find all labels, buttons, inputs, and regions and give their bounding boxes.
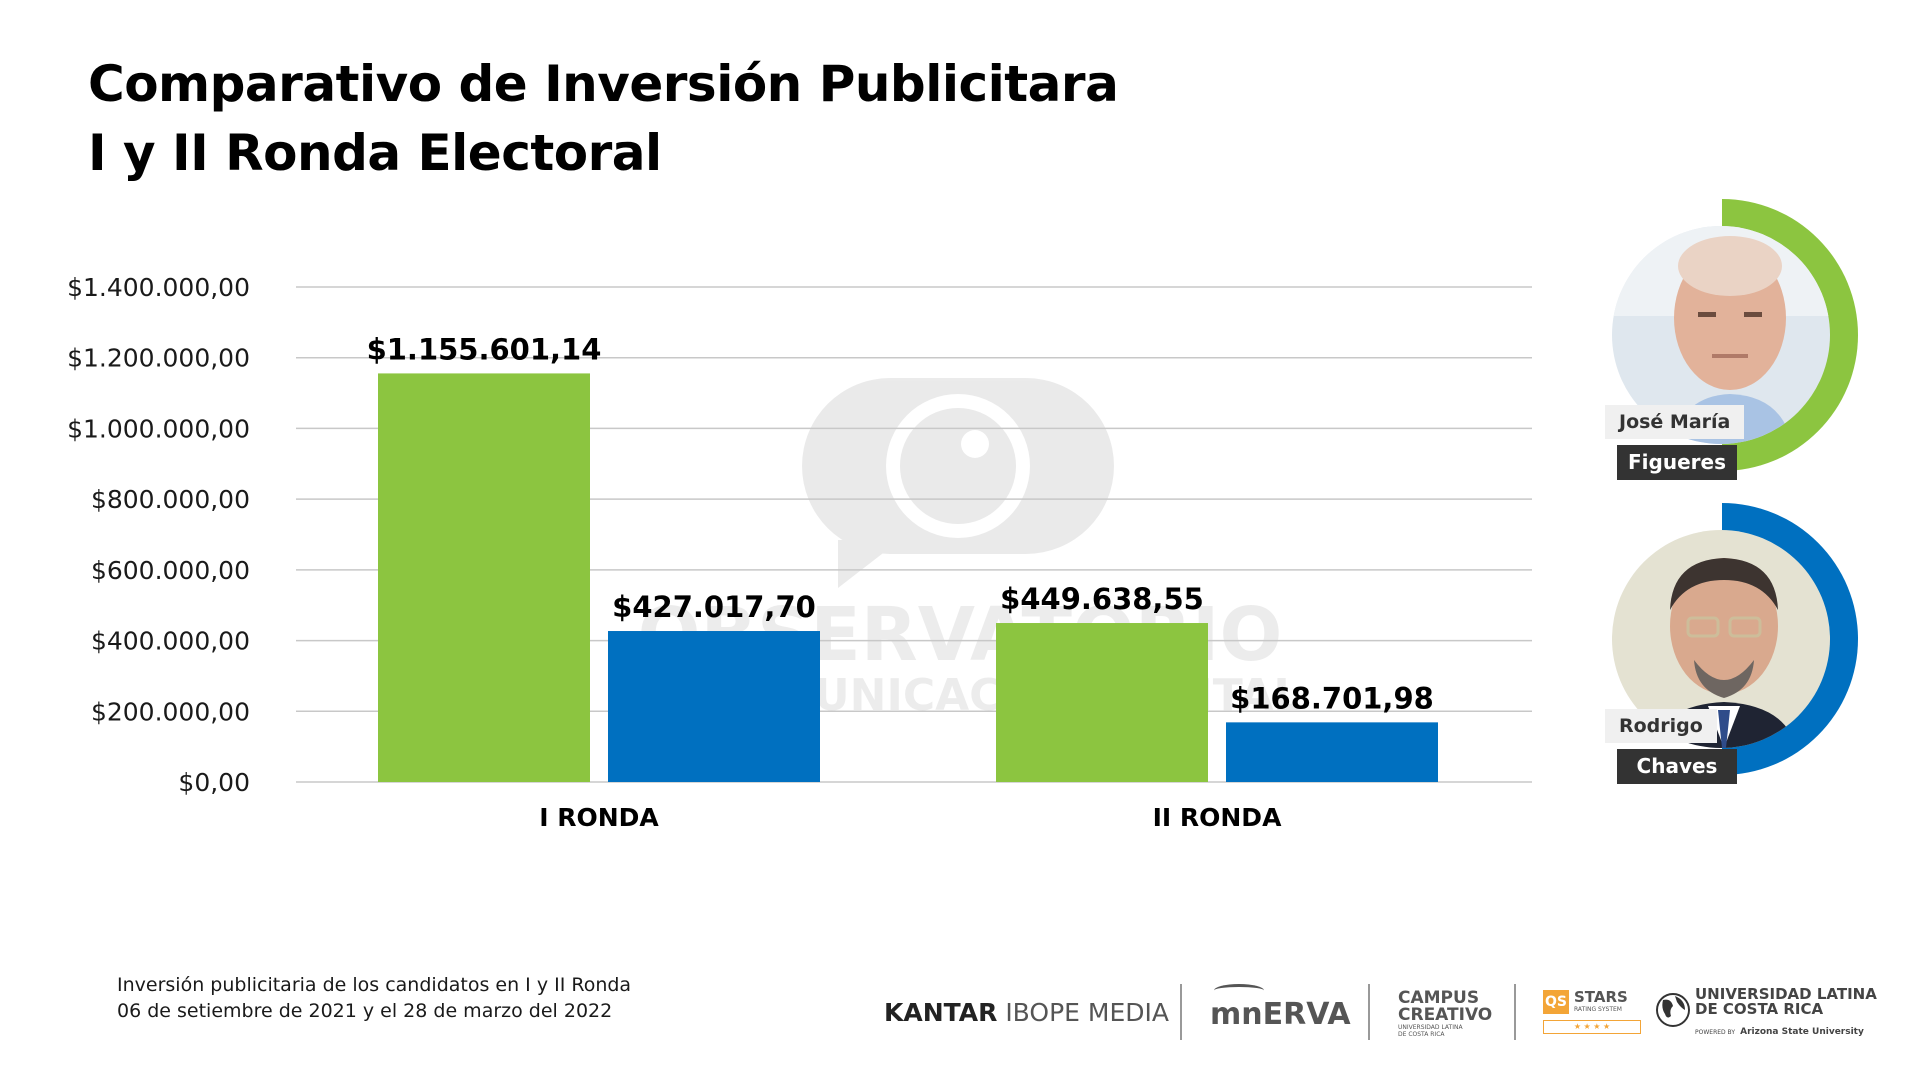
wave-icon (1214, 984, 1264, 997)
bar-ii-ronda-series-0 (996, 623, 1208, 782)
candidate-last-name: Figueres (1617, 445, 1737, 480)
candidate-card-figueres: José María Figueres (1600, 199, 1900, 480)
page-title: Comparativo de Inversión Publicitara I y… (88, 50, 1119, 188)
category-labels: I RONDA II RONDA (539, 803, 1282, 832)
value-label: $427.017,70 (612, 590, 816, 624)
ulatina-powered-by: POWERED BY Arizona State University (1695, 1019, 1864, 1038)
ulatina-line-2: DE COSTA RICA (1695, 1000, 1824, 1018)
y-tick-label: $1.000.000,00 (67, 414, 250, 443)
footer-note-line-2: 06 de setiembre de 2021 y el 28 de marzo… (117, 1000, 613, 1022)
partner-logos: KANTAR IBOPE MEDIA mnERVA CAMPUS CREATIV… (880, 980, 1920, 1040)
category-label: II RONDA (1153, 803, 1282, 832)
bar-ii-ronda-series-1 (1226, 722, 1438, 782)
minerva-text: mnERVA (1210, 997, 1351, 1032)
y-tick-label: $600.000,00 (91, 556, 250, 585)
y-tick-label: $200.000,00 (91, 697, 250, 726)
y-tick-label: $800.000,00 (91, 485, 250, 514)
qs-sub-text: RATING SYSTEM (1574, 1006, 1622, 1013)
bar-i-ronda-series-0 (378, 373, 590, 782)
kantar-ibope-media-logo: KANTAR IBOPE MEDIA (884, 998, 1169, 1027)
category-label: I RONDA (539, 803, 659, 832)
y-tick-label: $400.000,00 (91, 627, 250, 656)
campus-sub-2: DE COSTA RICA (1398, 1031, 1445, 1038)
candidate-first-name: José María (1605, 405, 1745, 439)
value-label: $1.155.601,14 (367, 332, 602, 366)
title-line-1: Comparativo de Inversión Publicitara (88, 55, 1119, 113)
bar-i-ronda-series-1 (608, 631, 820, 782)
speech-bubble-eye-icon (802, 378, 1114, 588)
minerva-logo: mnERVA (1210, 984, 1351, 1032)
campus-text: CAMPUS (1398, 988, 1480, 1008)
kantar-text: KANTAR (884, 998, 998, 1027)
y-tick-label: $0,00 (178, 768, 250, 797)
campus-sub-1: UNIVERSIDAD LATINA (1398, 1024, 1463, 1031)
candidate-first-name: Rodrigo (1605, 709, 1717, 743)
y-tick-label: $1.400.000,00 (67, 273, 250, 302)
footer-note-line-1: Inversión publicitaria de los candidatos… (117, 974, 632, 996)
qs-stars-text: STARS (1574, 988, 1628, 1006)
logo-divider (1180, 984, 1182, 1040)
powered-by-text: POWERED BY (1695, 1029, 1736, 1036)
footer-note: Inversión publicitaria de los candidatos… (117, 972, 631, 1024)
title-line-2: I y II Ronda Electoral (88, 124, 662, 182)
logo-divider (1368, 984, 1370, 1040)
bar-chart: OBSERVATORIO DE COMUNICACIÓN DIGITAL $0,… (67, 273, 1532, 832)
logo-divider (1514, 984, 1516, 1040)
star-rating-icon: ★ ★ ★ ★ (1543, 1020, 1641, 1034)
ibope-media-text: IBOPE MEDIA (1005, 998, 1169, 1027)
y-axis-ticks: $0,00 $200.000,00 $400.000,00 $600.000,00 $8… (67, 273, 250, 797)
candidate-last-name: Chaves (1617, 749, 1737, 784)
person-portrait-icon (1612, 530, 1830, 748)
globe-icon (1656, 993, 1690, 1027)
creativo-text: CREATIVO (1398, 1005, 1493, 1025)
campus-creativo-logo: CAMPUS CREATIVO UNIVERSIDAD LATINA DE CO… (1398, 988, 1493, 1039)
bars (378, 373, 1438, 782)
value-label: $449.638,55 (1000, 582, 1204, 616)
y-tick-label: $1.200.000,00 (67, 344, 250, 373)
value-labels: $1.155.601,14 $427.017,70 $449.638,55 $168.… (367, 332, 1434, 715)
value-label: $168.701,98 (1230, 681, 1434, 715)
ulatina-line-1: UNIVERSIDAD LATINA (1695, 985, 1877, 1003)
asu-text: Arizona State University (1740, 1027, 1864, 1037)
qs-badge: QS (1543, 990, 1569, 1014)
candidate-card-chaves: Rodrigo Chaves (1600, 503, 1900, 784)
portrait-photo (1612, 530, 1830, 748)
